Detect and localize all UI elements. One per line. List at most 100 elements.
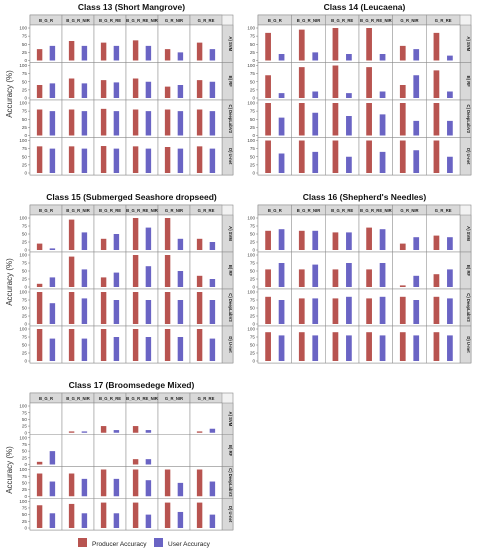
row-label: D) U-net <box>228 336 233 353</box>
y-tick-label: 75 <box>22 71 28 76</box>
y-tick-label: 25 <box>22 351 28 356</box>
producer-accuracy-bar <box>265 332 271 361</box>
facet-cell <box>189 137 223 176</box>
producer-accuracy-bar <box>100 108 107 136</box>
facet-cell <box>257 24 292 63</box>
column-label: B_G_R <box>268 18 282 23</box>
facet-cell <box>29 24 63 63</box>
facet-cell <box>358 214 393 253</box>
y-tick-label: 0 <box>252 133 255 138</box>
user-accuracy-bar <box>177 52 184 61</box>
user-accuracy-bar <box>278 229 285 250</box>
y-tick-label: 50 <box>250 42 256 47</box>
producer-accuracy-bar <box>366 332 372 361</box>
user-accuracy-bar <box>379 91 386 98</box>
y-tick-label: 25 <box>250 314 256 319</box>
facet-cell <box>325 137 360 176</box>
user-accuracy-bar <box>113 337 120 361</box>
y-tick-label: 25 <box>22 424 28 429</box>
facet-cell <box>325 288 360 327</box>
user-accuracy-bar <box>278 54 285 61</box>
facet-cell <box>29 62 63 101</box>
y-tick-label: 100 <box>19 101 27 106</box>
panel-title: Class 17 (Broomsedege Mixed) <box>69 380 195 390</box>
facet-cell <box>157 498 191 531</box>
column-label: B_G_R_RE <box>331 18 353 23</box>
class-panel: Class 17 (Broomsedege Mixed) B_G_R B_G_R_N… <box>19 380 234 531</box>
facet-cell <box>61 99 95 138</box>
y-tick-label: 50 <box>22 306 28 311</box>
facet-cell <box>29 325 63 364</box>
y-tick-label: 50 <box>250 306 256 311</box>
user-accuracy-bar <box>346 263 352 287</box>
y-tick-label: 25 <box>250 87 256 92</box>
y-tick-label: 100 <box>19 63 27 68</box>
user-accuracy-bar <box>278 263 285 287</box>
y-axis-title: Accuracy (%) <box>5 446 14 494</box>
facet-cell <box>189 62 223 101</box>
user-accuracy-bar <box>49 277 56 287</box>
user-accuracy-bar <box>113 478 120 497</box>
y-tick-label: 50 <box>250 117 256 122</box>
facet-cell <box>426 251 461 290</box>
user-accuracy-bar <box>312 91 319 98</box>
user-accuracy-bar <box>81 513 88 528</box>
producer-accuracy-bar <box>164 329 171 361</box>
user-accuracy-bar <box>49 111 56 136</box>
y-tick-label: 75 <box>22 146 28 151</box>
facet-cell <box>291 99 326 138</box>
user-accuracy-bar <box>346 116 352 136</box>
row-label: B) RF <box>228 445 233 457</box>
column-label: G_R_NIR <box>165 18 183 23</box>
user-accuracy-bar <box>312 112 319 136</box>
facet-cell <box>257 288 292 327</box>
y-tick-label: 50 <box>250 154 256 159</box>
producer-accuracy-bar <box>68 256 75 287</box>
column-label: B_G_R <box>39 208 53 213</box>
user-accuracy-bar <box>379 263 386 287</box>
y-tick-label: 50 <box>250 269 256 274</box>
y-tick-label: 50 <box>250 343 256 348</box>
row-label: B) RF <box>466 76 471 88</box>
y-tick-label: 25 <box>250 162 256 167</box>
user-accuracy-bar <box>81 298 88 324</box>
class-panel: Class 16 (Shepherd's Needles) B_G_R B_G_R_… <box>247 192 472 364</box>
facet-cell <box>29 434 63 467</box>
facet-cell <box>61 325 95 364</box>
y-tick-label: 25 <box>22 125 28 130</box>
column-label: B_G_R_RE <box>331 208 353 213</box>
y-tick-label: 75 <box>22 474 28 479</box>
row-label: B) RF <box>228 76 233 88</box>
producer-accuracy-bar <box>298 298 305 324</box>
facet-cell <box>189 466 223 499</box>
facet-cell <box>358 251 393 290</box>
producer-accuracy-bar <box>298 230 305 250</box>
user-accuracy-bar <box>177 271 184 287</box>
y-tick-label: 25 <box>250 277 256 282</box>
user-accuracy-bar <box>81 111 88 136</box>
row-label: B) RF <box>466 265 471 277</box>
row-label: C) DeepLabV3 <box>228 105 233 134</box>
user-accuracy-bar <box>346 296 352 324</box>
facet-cell <box>93 62 127 101</box>
user-accuracy-bar <box>113 82 120 98</box>
user-accuracy-bar <box>49 451 56 465</box>
y-tick-label: 50 <box>22 42 28 47</box>
facet-cell <box>93 434 127 467</box>
y-tick-label: 50 <box>22 79 28 84</box>
user-accuracy-bar <box>379 335 386 361</box>
user-accuracy-bar <box>145 45 152 61</box>
producer-accuracy-bar <box>332 28 339 61</box>
producer-accuracy-bar <box>399 85 406 98</box>
user-accuracy-bar <box>209 49 216 61</box>
y-tick-label: 25 <box>22 162 28 167</box>
user-accuracy-bar <box>447 269 453 287</box>
facet-cell <box>257 325 292 364</box>
y-tick-label: 0 <box>252 171 255 176</box>
user-accuracy-bar <box>49 481 56 497</box>
row-label: D) U-net <box>228 506 233 523</box>
producer-accuracy-bar <box>132 502 139 528</box>
producer-accuracy-bar <box>366 269 372 287</box>
user-accuracy-bar <box>379 151 386 173</box>
y-tick-label: 75 <box>250 261 256 266</box>
